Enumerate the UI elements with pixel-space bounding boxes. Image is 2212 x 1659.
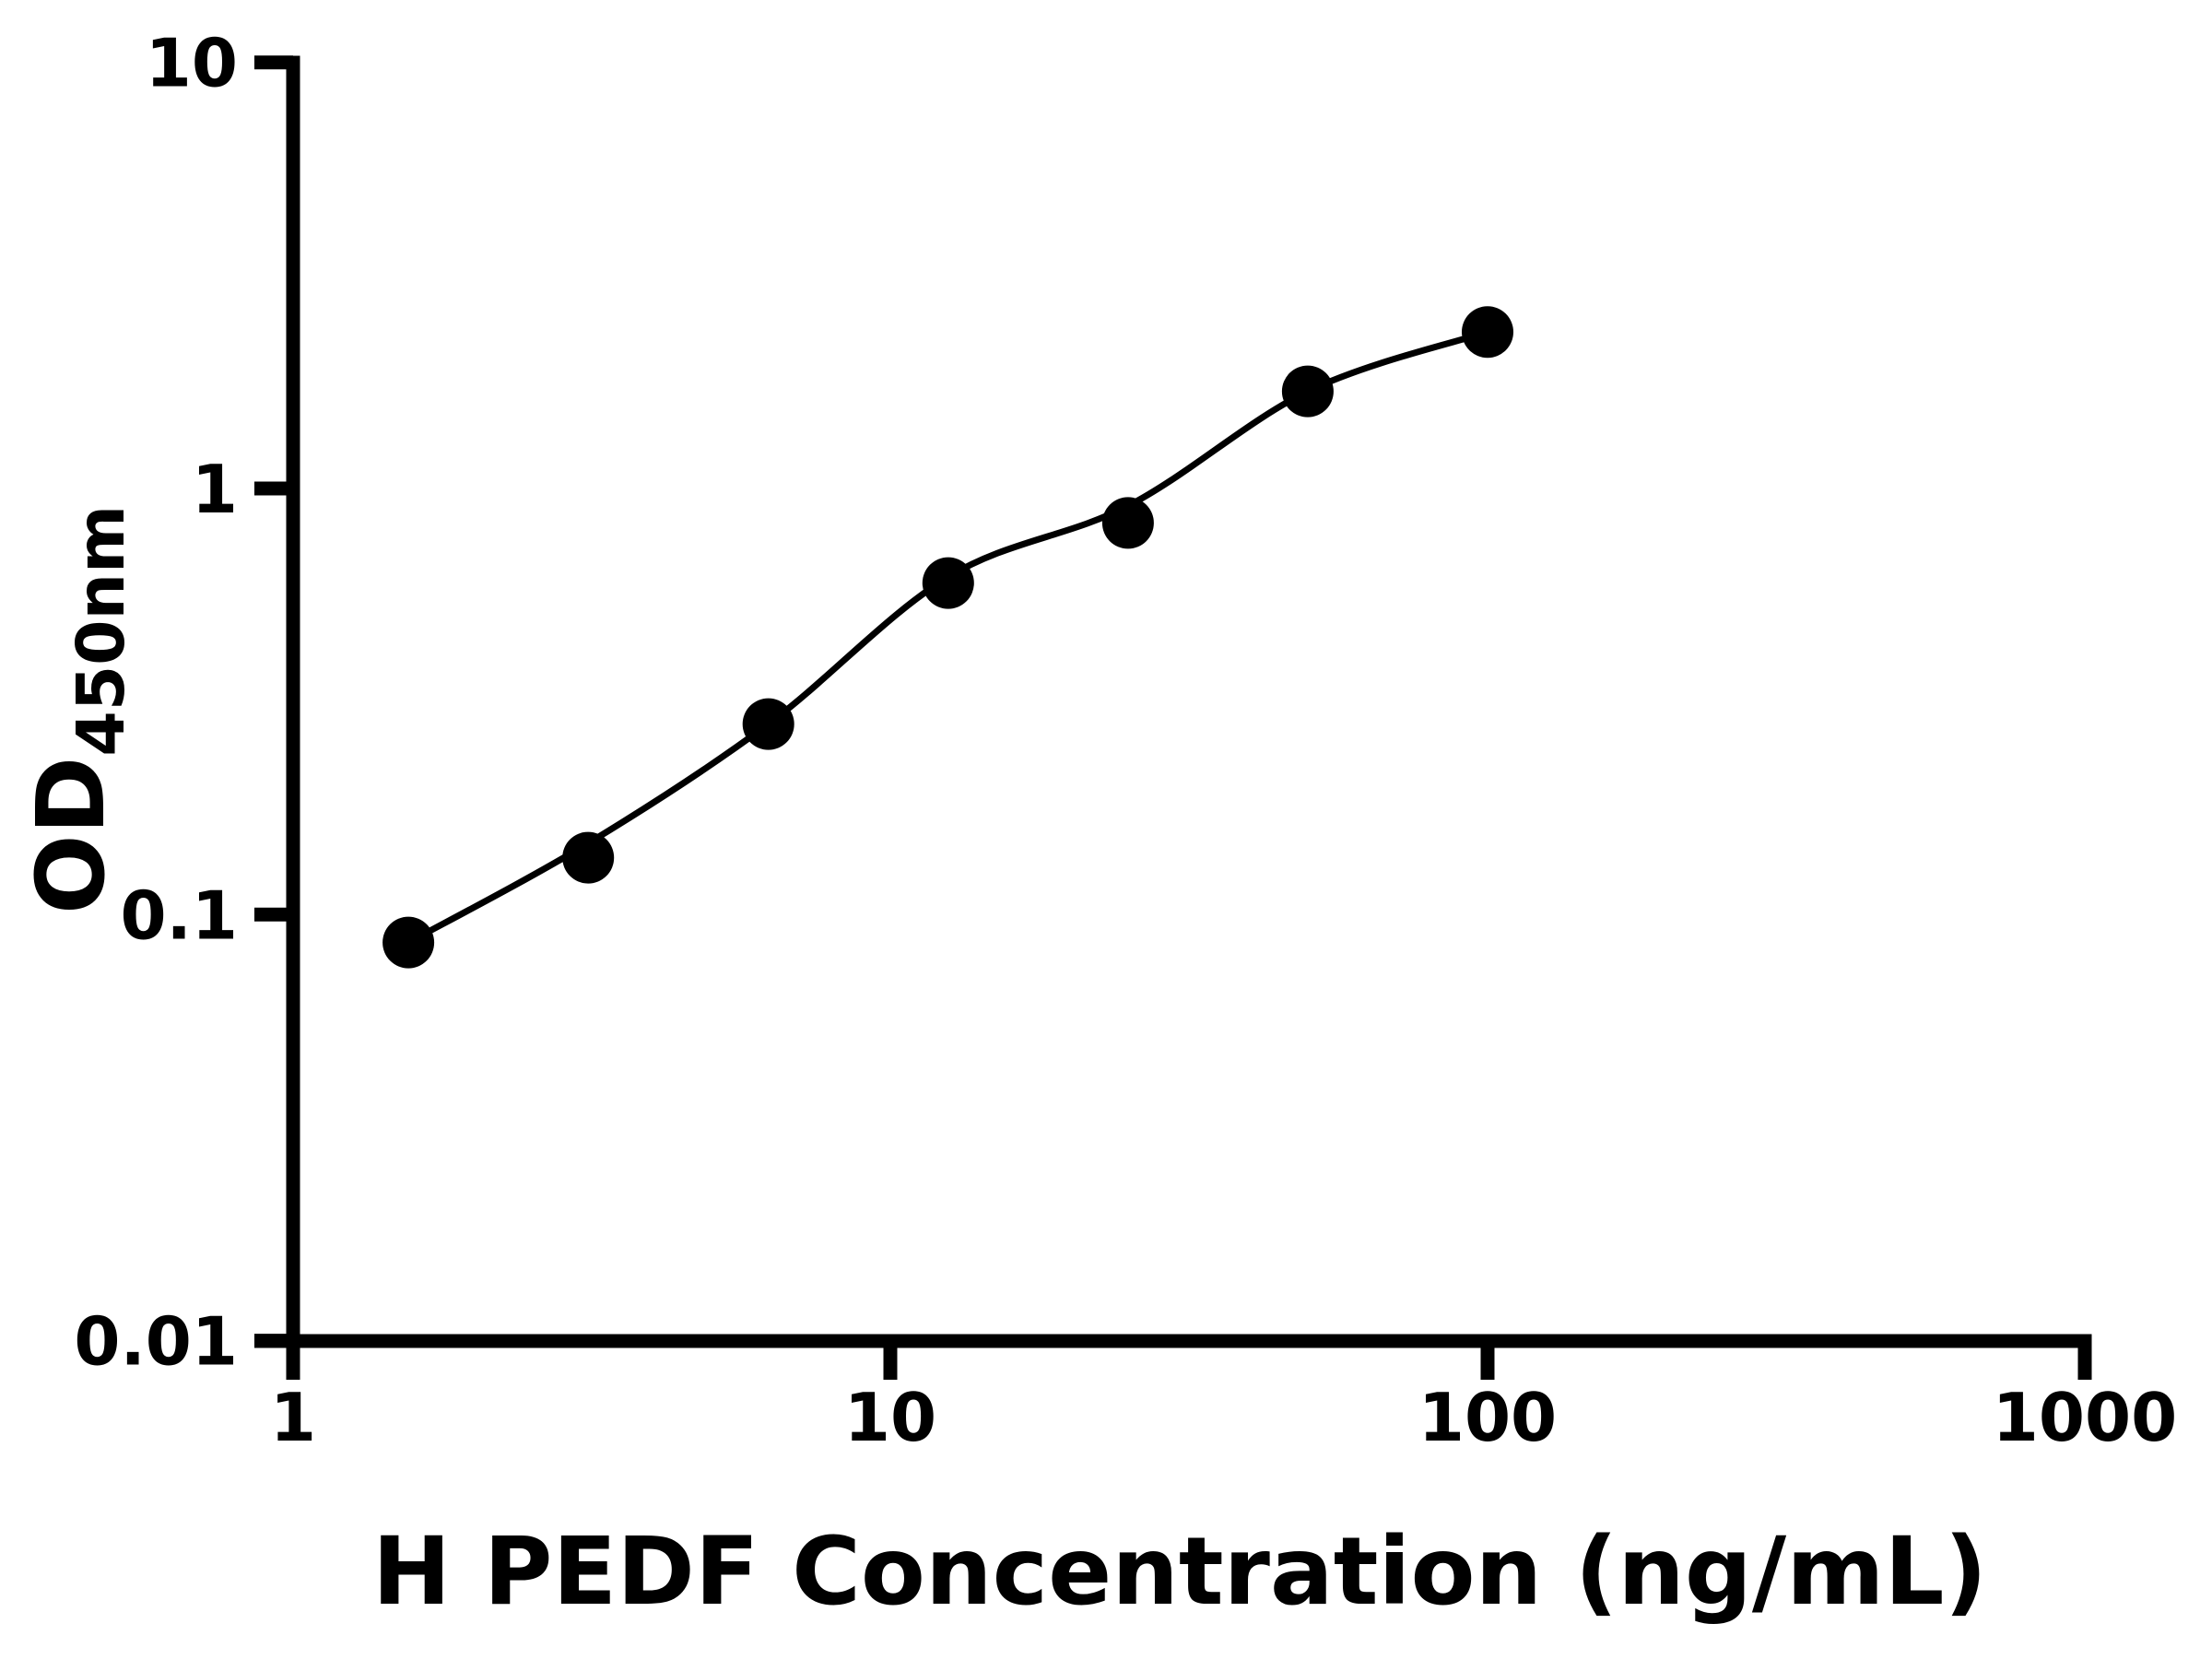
x-tick-label-100: 100 [1418, 1379, 1557, 1456]
y-axis-title: OD450nm [17, 505, 139, 914]
data-point-25ng [1101, 497, 1154, 549]
data-point-100ng [1462, 306, 1513, 359]
x-tick-label-1000: 1000 [1993, 1379, 2177, 1456]
x-tick-label-1: 1 [270, 1379, 316, 1456]
y-tick-label-0.01: 0.01 [74, 1303, 238, 1381]
data-point-6.25ng [742, 698, 794, 750]
data-point-3.12ng [562, 831, 615, 884]
x-tick-label-10: 10 [844, 1379, 936, 1456]
data-point-50ng [1281, 365, 1334, 418]
y-axis-title-sub: 450nm [63, 505, 139, 757]
y-axis-title-main: OD [17, 757, 126, 914]
x-axis-title: H PEDF Concentration (ng/mL) [372, 1517, 1987, 1627]
y-tick-label-10: 10 [146, 25, 238, 102]
y-tick-label-0.1: 0.1 [120, 877, 238, 954]
data-points [382, 306, 1513, 969]
data-point-1.56ng [382, 916, 435, 969]
tick-labels: 10 1 0.1 0.01 1 10 100 1000 [74, 25, 2177, 1456]
y-tick-label-1: 1 [192, 451, 238, 528]
axes [254, 55, 2092, 1380]
data-point-12.5ng [922, 557, 974, 609]
